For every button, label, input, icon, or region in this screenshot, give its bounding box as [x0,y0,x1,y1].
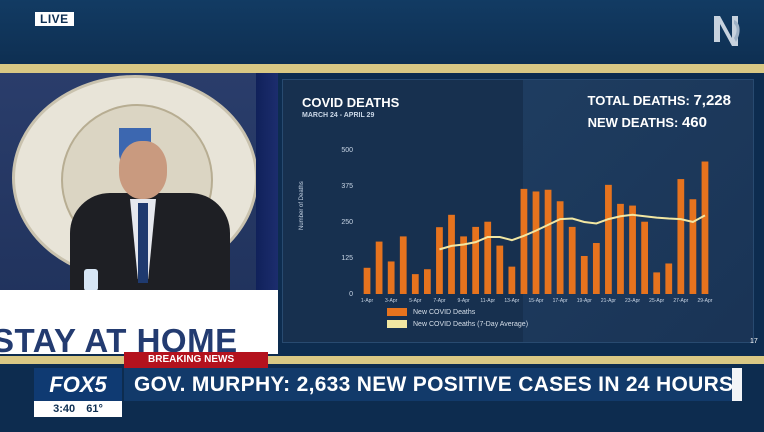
new-deaths-value: 460 [681,114,707,131]
bar-20-Apr [592,243,600,294]
bar-26-Apr [665,263,673,294]
bar-27-Apr [677,179,685,294]
bar-5-Apr [411,274,419,294]
bar-19-Apr [580,255,588,294]
nj-logo-icon [714,16,740,46]
speaker-head [119,141,167,199]
lower-gold-divider [0,356,764,364]
legend-swatch-average [387,320,407,328]
bar-8-Apr [448,214,455,294]
bar-7-Apr [436,227,443,294]
station-logo: FOX5 [34,368,122,401]
bar-23-Apr [629,205,636,294]
time-temp-bar: 3:40 61° [34,401,122,417]
x-tick-label: 3-Apr [385,298,398,304]
average-line [439,213,706,251]
x-tick-label: 1-Apr [361,298,374,304]
y-tick-label: 125 [341,255,353,262]
total-deaths-value: 7,228 [693,92,731,109]
bar-13-Apr [508,266,516,294]
chart-title: COVID DEATHS [302,95,400,110]
bar-14-Apr [520,188,528,294]
bar-6-Apr [424,269,431,294]
bar-21-Apr [605,184,612,294]
bar-29-Apr [701,161,709,294]
x-tick-label: 17-Apr [553,298,568,304]
legend-item-average: New COVID Deaths (7-Day Average) [387,320,528,328]
chart-subtitle: MARCH 24 - APRIL 29 [302,112,375,119]
x-tick-label: 7-Apr [433,298,446,304]
x-tick-label: 9-Apr [457,298,470,304]
y-tick-label: 0 [349,291,353,298]
bar-9-Apr [460,236,467,294]
y-tick-label: 250 [341,219,353,226]
bar-18-Apr [568,226,576,294]
x-tick-label: 13-Apr [504,298,519,304]
headline-bar [124,368,732,401]
legend-swatch-daily [387,308,407,316]
new-deaths: NEW DEATHS: 460 [588,114,707,131]
temperature: 61° [86,403,103,415]
clock-time: 3:40 [53,403,76,415]
legend-item-daily: New COVID Deaths [387,308,528,316]
x-tick-label: 21-Apr [601,298,616,304]
x-tick-label: 25-Apr [649,298,664,304]
bar-25-Apr [653,272,661,294]
bar-17-Apr [556,201,564,294]
live-badge: LIVE [35,12,74,26]
y-tick-label: 500 [341,147,353,154]
bar-10-Apr [472,226,480,294]
legend-label-daily: New COVID Deaths [413,308,476,316]
x-tick-label: 27-Apr [673,298,688,304]
bar-24-Apr [641,221,648,294]
top-gold-divider [0,64,764,73]
flag-icon [256,73,278,303]
bar-4-Apr [399,236,407,294]
bar-1-Apr [363,267,371,294]
headline-text: GOV. MURPHY: 2,633 NEW POSITIVE CASES IN… [134,373,734,396]
video-feed: STAY AT HOME [0,73,278,359]
page-number: 17 [750,338,758,345]
x-tick-label: 5-Apr [409,298,422,304]
deaths-chart: 0 125 250 375 500 1-Apr 3-Apr 5-Apr 7-Apr 9-Apr 11… [341,147,712,304]
bar-2-Apr [375,241,383,294]
bar-12-Apr [496,245,504,294]
new-deaths-label: NEW DEATHS: [587,115,679,130]
legend-label-average: New COVID Deaths (7-Day Average) [413,320,529,328]
breaking-news-tag: BREAKING NEWS [124,352,268,368]
bar-15-Apr [532,191,540,294]
total-deaths-label: TOTAL DEATHS: [587,93,690,108]
covid-chart-panel: COVID DEATHS MARCH 24 - APRIL 29 TOTAL D… [282,79,754,343]
water-bottle-icon [84,269,98,291]
bar-22-Apr [617,203,624,294]
chart-legend: New COVID Deaths New COVID Deaths (7-Day… [387,308,528,332]
bar-3-Apr [387,261,395,294]
total-deaths: TOTAL DEATHS: 7,228 [588,92,731,109]
x-tick-label: 29-Apr [697,298,712,304]
bar-28-Apr [689,199,697,294]
x-tick-label: 19-Apr [577,298,592,304]
bar-16-Apr [544,189,552,294]
top-bar: LIVE [0,0,764,64]
podium-banner [0,290,278,359]
x-tick-label: 15-Apr [528,298,543,304]
x-tick-label: 23-Apr [625,298,640,304]
x-tick-label: 11-Apr [480,298,495,304]
bar-11-Apr [484,221,492,294]
y-tick-label: 375 [341,183,353,190]
